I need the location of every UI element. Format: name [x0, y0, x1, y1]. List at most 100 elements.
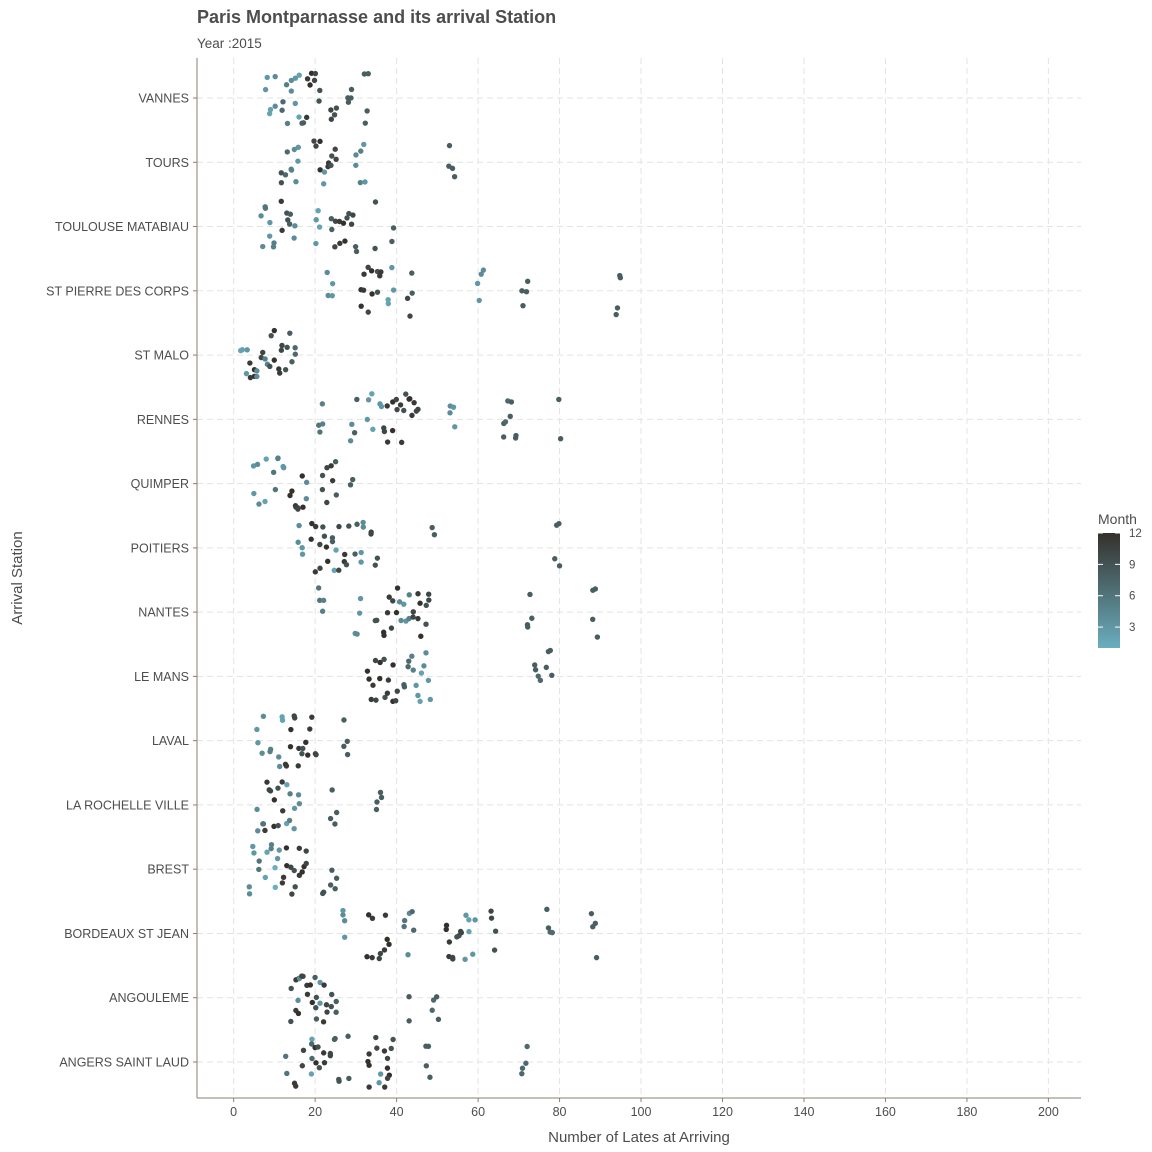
data-point — [421, 663, 427, 669]
data-point — [315, 208, 321, 214]
data-point — [329, 538, 336, 545]
data-point — [333, 1009, 339, 1015]
data-point — [372, 562, 378, 568]
data-point — [366, 1051, 372, 1057]
data-point — [262, 356, 268, 362]
data-point — [336, 1076, 342, 1083]
data-point — [378, 269, 384, 275]
data-point — [403, 391, 409, 397]
data-point — [328, 107, 334, 113]
data-point — [427, 696, 433, 703]
data-point — [316, 1065, 323, 1071]
data-points — [237, 70, 624, 1090]
data-point — [381, 656, 387, 663]
data-point — [535, 673, 541, 679]
data-point — [327, 882, 334, 888]
y-tick-label: LE MANS — [134, 670, 189, 684]
data-point — [405, 663, 411, 670]
data-point — [357, 595, 364, 602]
data-point — [474, 280, 481, 287]
legend-title: Month — [1098, 511, 1137, 527]
data-point — [328, 1003, 334, 1010]
data-point — [588, 910, 595, 917]
y-tick-label: RENNES — [137, 413, 189, 427]
y-tick-label: LAVAL — [152, 734, 189, 748]
data-point — [279, 342, 285, 349]
data-point — [556, 520, 562, 527]
data-point — [443, 922, 450, 928]
data-point — [450, 956, 456, 962]
data-point — [373, 806, 380, 813]
data-point — [523, 1060, 529, 1066]
data-point — [344, 751, 351, 758]
data-point — [271, 327, 278, 334]
data-point — [390, 225, 397, 231]
data-point — [407, 313, 413, 319]
legend-break-label: 12 — [1129, 528, 1142, 540]
data-point — [329, 535, 336, 541]
data-point — [299, 750, 305, 757]
data-point — [401, 923, 407, 930]
data-point — [396, 599, 403, 605]
data-point — [409, 290, 415, 296]
data-point — [332, 458, 339, 465]
data-point — [524, 278, 531, 285]
data-point — [291, 825, 297, 832]
data-point — [429, 1007, 435, 1013]
data-point — [369, 954, 375, 961]
data-point — [406, 592, 412, 598]
data-point — [286, 817, 293, 824]
data-point — [449, 165, 456, 172]
data-point — [313, 1016, 320, 1022]
data-point — [313, 143, 319, 149]
data-point — [390, 598, 396, 604]
data-point — [317, 597, 323, 603]
data-point — [545, 925, 552, 931]
data-point — [315, 1044, 321, 1050]
data-point — [308, 536, 314, 542]
data-point — [344, 738, 350, 745]
chart-title: Paris Montparnasse and its arrival Stati… — [197, 7, 556, 27]
data-point — [260, 713, 267, 720]
data-point — [308, 70, 315, 76]
y-axis-ticks: ANGERS SAINT LAUD ANGOULEME BORDEAUX ST JE… — [46, 92, 197, 1070]
data-point — [340, 907, 346, 914]
data-point — [592, 920, 599, 927]
data-point — [356, 610, 363, 616]
data-point — [492, 928, 499, 934]
data-point — [292, 884, 298, 890]
data-point — [372, 617, 378, 624]
data-point — [405, 951, 411, 958]
data-point — [488, 915, 495, 921]
data-point — [288, 1018, 294, 1025]
y-tick-label: ANGERS SAINT LAUD — [59, 1056, 189, 1070]
x-tick-label: 0 — [230, 1105, 237, 1119]
x-axis-title: Number of Lates at Arriving — [548, 1129, 730, 1146]
data-point — [312, 523, 319, 530]
data-point — [292, 715, 298, 721]
data-point — [295, 539, 301, 545]
data-point — [415, 591, 421, 597]
data-point — [343, 561, 350, 568]
data-point — [364, 668, 371, 674]
data-point — [319, 486, 326, 493]
data-point — [289, 488, 295, 494]
data-point — [250, 463, 257, 469]
axes — [196, 58, 1081, 1099]
data-point — [361, 71, 368, 77]
data-point — [410, 667, 416, 673]
data-point — [594, 634, 601, 640]
data-point — [331, 112, 338, 118]
data-point — [385, 677, 392, 683]
data-point — [393, 609, 400, 616]
data-point — [262, 86, 269, 93]
data-point — [381, 947, 388, 953]
data-point — [300, 973, 306, 980]
data-point — [332, 146, 338, 152]
data-point — [284, 344, 290, 350]
data-point — [323, 544, 330, 550]
data-point — [401, 407, 407, 414]
data-point — [288, 726, 294, 733]
data-point — [237, 347, 244, 354]
x-tick-label: 160 — [875, 1105, 896, 1119]
